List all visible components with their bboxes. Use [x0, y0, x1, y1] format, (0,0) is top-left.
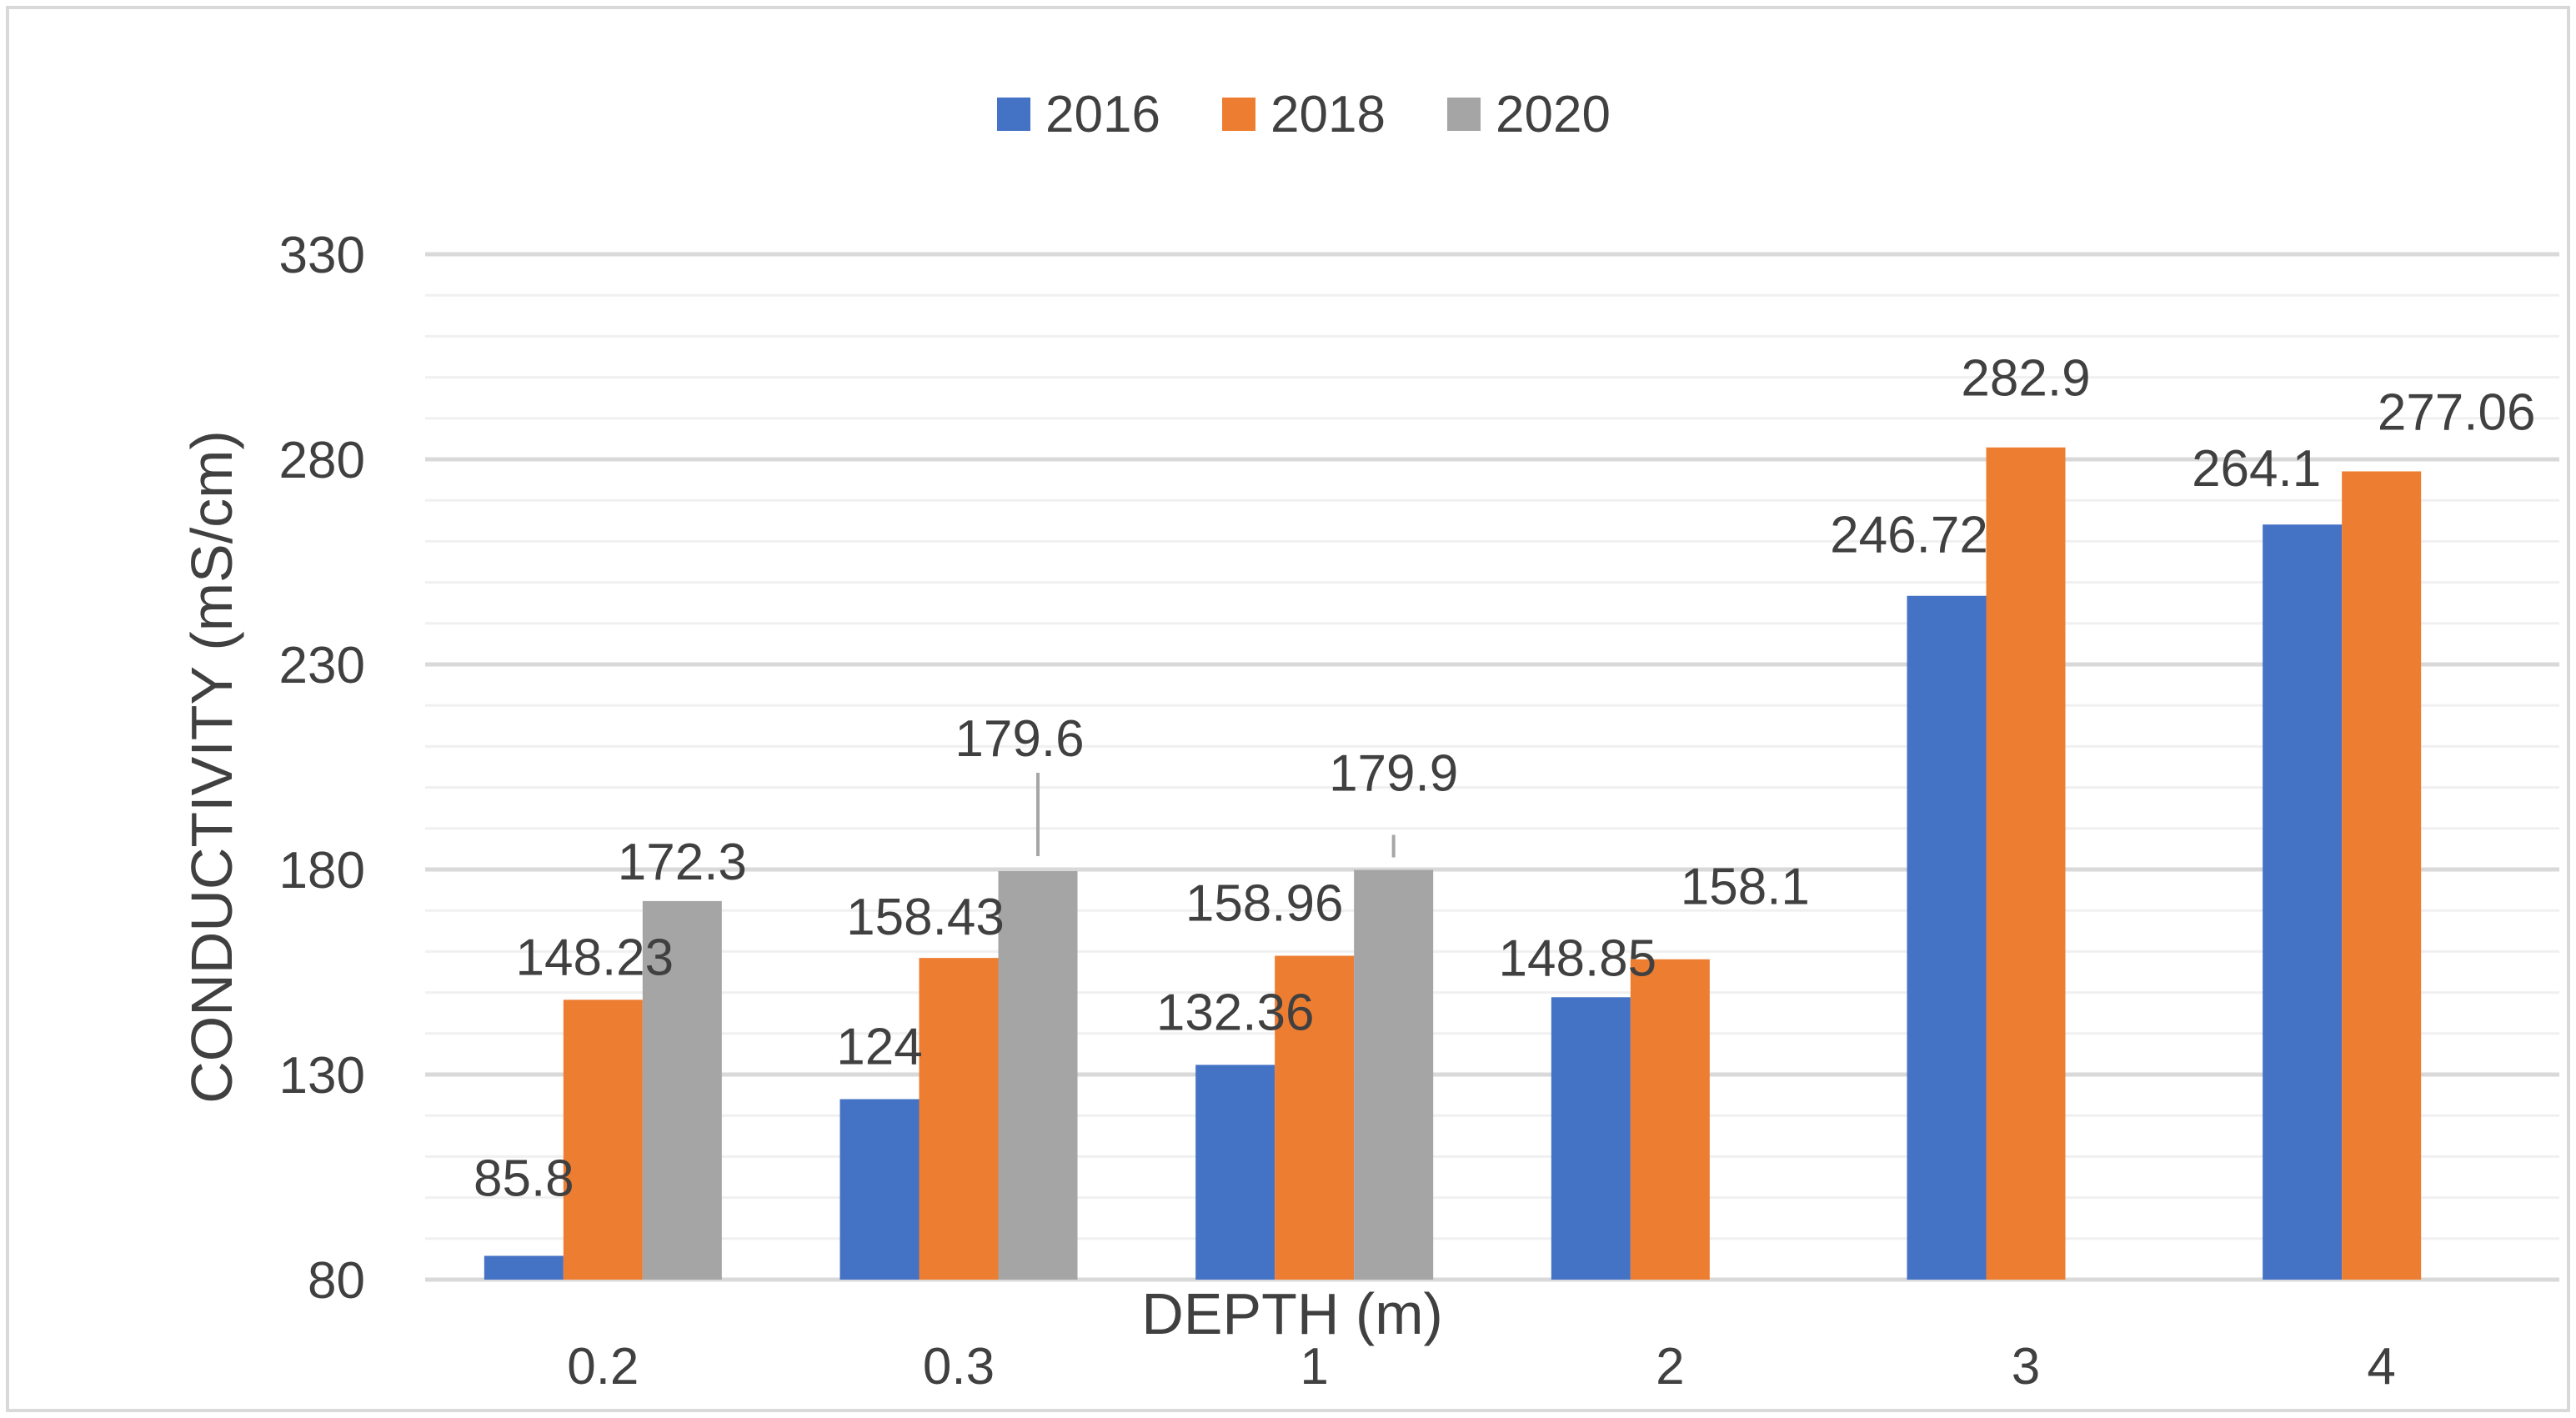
data-label-2016-1: 132.36	[1156, 984, 1315, 1041]
major-gridlines	[425, 252, 2559, 1282]
bar-2016-3	[1907, 595, 1987, 1280]
x-tick-label: 0.3	[923, 1338, 995, 1395]
x-tick-label: 3	[2012, 1338, 2040, 1395]
bar-2016-0.2	[484, 1255, 564, 1280]
minor-gridlines	[425, 293, 2559, 1240]
x-axis-title: DEPTH (m)	[1141, 1281, 1443, 1346]
data-labels: 85.8 124 132.36 148.85 246.72 264.1 148.23 158.…	[474, 350, 2535, 1208]
bar-2016-4	[2263, 524, 2343, 1280]
y-tick-label: 130	[279, 1047, 365, 1105]
y-tick-label: 230	[279, 637, 365, 694]
data-label-2016-2: 148.85	[1499, 929, 1657, 987]
x-tick-label: 1	[1300, 1338, 1328, 1395]
data-label-2016-0.2: 85.8	[474, 1150, 574, 1207]
y-tick-label: 330	[279, 227, 365, 284]
x-tick-label: 0.2	[567, 1338, 639, 1395]
bar-2016-0.3	[839, 1099, 920, 1280]
bar-2020-0.3	[998, 870, 1078, 1280]
bar-2018-0.3	[919, 958, 999, 1280]
x-tick-label: 4	[2367, 1338, 2395, 1395]
bar-2018-1	[1275, 955, 1355, 1280]
legend-label-2020: 2020	[1496, 86, 1611, 143]
data-label-2018-1: 158.96	[1185, 875, 1344, 933]
bar-series	[484, 447, 2422, 1280]
data-label-2016-3: 246.72	[1830, 507, 1988, 564]
y-tick-label: 80	[308, 1252, 365, 1310]
bar-2016-1	[1195, 1065, 1275, 1280]
y-tick-label: 180	[279, 842, 365, 899]
data-label-2020-0.3: 179.6	[955, 710, 1084, 768]
legend-label-2018: 2018	[1270, 86, 1386, 143]
data-label-2020-0.2: 172.3	[618, 834, 747, 891]
legend-swatch-2016	[997, 98, 1030, 131]
x-axis-tick-labels: 0.2 0.3 1 2 3 4	[567, 1338, 2396, 1395]
legend-swatch-2020	[1447, 98, 1481, 131]
bar-2016-2	[1551, 997, 1631, 1280]
data-label-2018-4: 277.06	[2378, 383, 2536, 441]
data-label-2018-3: 282.9	[1961, 350, 2090, 408]
label-leader-lines	[1036, 772, 1396, 858]
data-label-2018-0.2: 148.23	[516, 929, 674, 986]
y-axis-tick-labels: 80 130 180 230 280 330	[279, 227, 365, 1310]
bar-2018-3	[1986, 447, 2066, 1280]
legend-label-2016: 2016	[1045, 86, 1160, 143]
data-label-2018-0.3: 158.43	[846, 889, 1005, 946]
bar-2018-2	[1630, 959, 1710, 1280]
bar-2020-1	[1354, 869, 1434, 1280]
data-label-2016-4: 264.1	[2192, 440, 2321, 498]
bar-2020-0.2	[642, 900, 722, 1280]
x-tick-label: 2	[1656, 1338, 1684, 1395]
data-label-2020-1: 179.9	[1329, 744, 1458, 802]
bar-2018-4	[2342, 471, 2422, 1280]
y-tick-label: 280	[279, 432, 365, 489]
legend-swatch-2018	[1222, 98, 1255, 131]
data-label-2018-2: 158.1	[1681, 859, 1810, 916]
legend: 2016 2018 2020	[997, 86, 1611, 143]
bar-2018-0.2	[563, 1000, 643, 1280]
y-axis-title: CONDUCTIVITY (mS/cm)	[179, 430, 244, 1104]
data-label-2016-0.3: 124	[836, 1019, 922, 1076]
